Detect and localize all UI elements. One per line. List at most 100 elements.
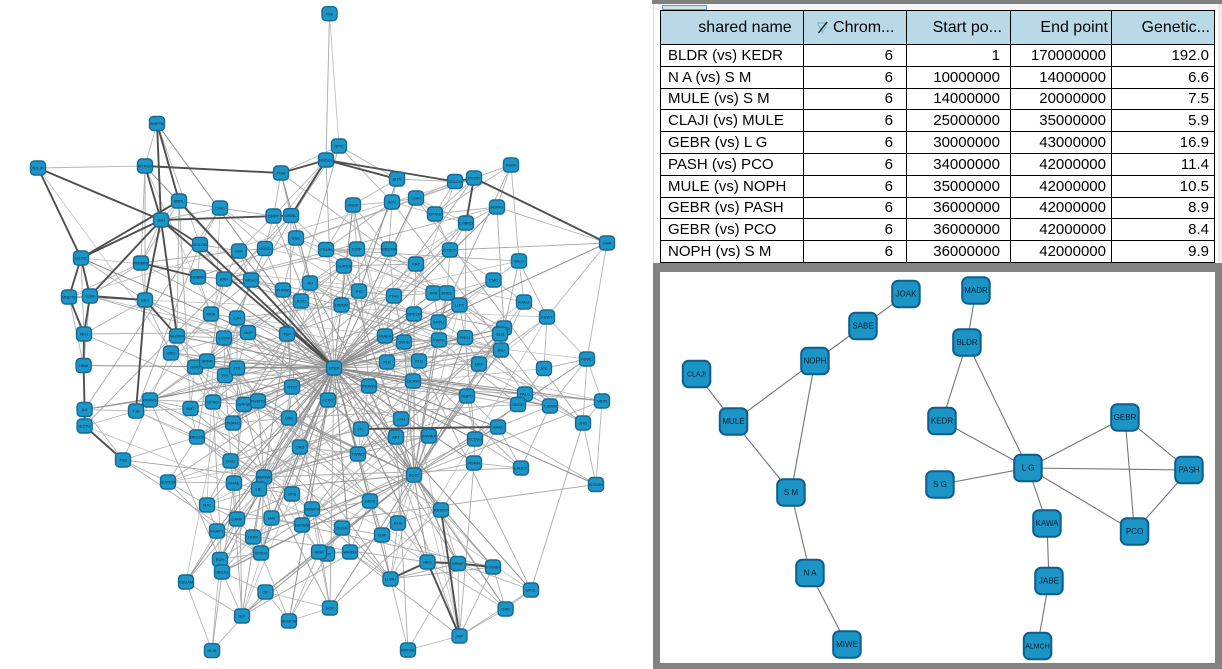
- svg-text:DANF: DANF: [232, 517, 243, 522]
- svg-text:SLWCM: SLWCM: [161, 480, 176, 485]
- svg-text:JMF: JMF: [456, 634, 464, 639]
- svg-text:DUSR: DUSR: [336, 526, 347, 531]
- svg-text:CMI: CMI: [235, 249, 242, 254]
- svg-text:SPESN: SPESN: [407, 312, 421, 317]
- svg-text:ETDCF: ETDCF: [443, 248, 457, 253]
- svg-text:OWJE: OWJE: [398, 340, 410, 345]
- svg-text:SDOD: SDOD: [512, 402, 524, 407]
- svg-text:CTH: CTH: [397, 417, 405, 422]
- svg-text:JNH: JNH: [157, 218, 165, 223]
- svg-text:L G: L G: [1022, 464, 1035, 473]
- svg-text:KPTAE: KPTAE: [429, 212, 442, 217]
- svg-text:SABE: SABE: [852, 322, 873, 331]
- svg-text:LLFC: LLFC: [455, 303, 465, 308]
- svg-text:MTFGF: MTFGF: [138, 164, 152, 169]
- svg-text:EREE: EREE: [442, 291, 453, 296]
- svg-text:LBL: LBL: [255, 487, 263, 492]
- svg-text:GDSD: GDSD: [259, 246, 271, 251]
- svg-text:LMJ: LMJ: [268, 516, 276, 521]
- svg-text:JHC: JHC: [355, 289, 363, 294]
- svg-text:RRMST: RRMST: [434, 508, 449, 513]
- svg-text:ARTU: ARTU: [433, 320, 444, 325]
- svg-text:PASH: PASH: [1178, 466, 1199, 475]
- svg-text:MNDTO: MNDTO: [62, 295, 77, 300]
- svg-text:BAH: BAH: [220, 277, 228, 282]
- svg-text:NHJ: NHJ: [80, 332, 88, 337]
- svg-text:MIWE: MIWE: [836, 640, 858, 649]
- svg-text:NRBNP: NRBNP: [191, 275, 205, 280]
- svg-text:TSE: TSE: [326, 11, 334, 16]
- svg-text:GAB: GAB: [501, 607, 510, 612]
- svg-text:PGWTO: PGWTO: [250, 399, 265, 404]
- svg-text:RSMN: RSMN: [468, 461, 480, 466]
- svg-text:KAWA: KAWA: [1036, 519, 1060, 528]
- svg-text:PGOD: PGOD: [468, 176, 480, 181]
- svg-text:TJKMN: TJKMN: [543, 404, 556, 409]
- svg-text:PHFAA: PHFAA: [276, 288, 289, 293]
- svg-text:FPI: FPI: [222, 373, 228, 378]
- svg-text:NMT: NMT: [186, 406, 195, 411]
- svg-text:BKMCW: BKMCW: [281, 619, 297, 624]
- svg-text:SOGO: SOGO: [255, 551, 267, 556]
- svg-text:NGPO: NGPO: [461, 394, 473, 399]
- svg-text:IECPJ: IECPJ: [79, 424, 90, 429]
- svg-text:DFNG: DFNG: [207, 400, 218, 405]
- svg-text:JPG: JPG: [540, 366, 548, 371]
- svg-text:KEDR: KEDR: [931, 417, 953, 426]
- svg-text:MGHJ: MGHJ: [245, 278, 256, 283]
- svg-text:PWPE: PWPE: [433, 338, 445, 343]
- svg-text:IANF: IANF: [314, 550, 324, 555]
- svg-text:RTOI: RTOI: [287, 385, 296, 390]
- svg-text:GSU: GSU: [226, 459, 235, 464]
- svg-text:TJD: TJD: [132, 409, 139, 414]
- svg-text:JOAK: JOAK: [896, 290, 918, 299]
- svg-text:JAJP: JAJP: [243, 330, 253, 335]
- svg-text:APT: APT: [392, 435, 400, 440]
- svg-text:CLAJI: CLAJI: [687, 372, 706, 379]
- svg-text:WEO: WEO: [514, 259, 524, 264]
- svg-text:GBJS: GBJS: [365, 499, 376, 504]
- svg-text:JIO: JIO: [307, 281, 313, 286]
- svg-text:PALG: PALG: [520, 392, 530, 397]
- svg-text:MSNL: MSNL: [285, 213, 297, 218]
- svg-text:NPIC: NPIC: [334, 144, 344, 149]
- svg-text:PTAG: PTAG: [389, 294, 400, 299]
- svg-text:HLIK: HLIK: [208, 648, 217, 653]
- svg-text:DWWG: DWWG: [143, 398, 157, 403]
- svg-text:OFB: OFB: [288, 492, 297, 497]
- svg-text:NJC: NJC: [203, 503, 211, 508]
- svg-text:KAEU: KAEU: [519, 300, 530, 305]
- svg-text:JABE: JABE: [1039, 577, 1059, 586]
- svg-text:ORD: ORD: [296, 445, 305, 450]
- svg-text:OCRW: OCRW: [407, 379, 420, 384]
- svg-text:CSDAM: CSDAM: [179, 580, 193, 585]
- svg-text:RIBMW: RIBMW: [134, 261, 148, 266]
- svg-text:MKF: MKF: [475, 362, 484, 367]
- svg-text:SNOK: SNOK: [347, 203, 359, 208]
- svg-text:TEP: TEP: [283, 332, 291, 337]
- svg-text:FKAPT: FKAPT: [211, 529, 224, 534]
- svg-text:JTIL: JTIL: [233, 366, 242, 371]
- svg-text:PDM: PDM: [277, 171, 286, 176]
- svg-text:ICNP: ICNP: [352, 247, 362, 252]
- svg-text:GUJCL: GUJCL: [74, 256, 88, 261]
- svg-text:NJLJF: NJLJF: [32, 166, 44, 171]
- svg-text:GNR: GNR: [603, 241, 612, 246]
- svg-text:JWAFC: JWAFC: [226, 421, 240, 426]
- svg-text:N A: N A: [804, 569, 818, 578]
- svg-text:AERIO: AERIO: [491, 205, 503, 210]
- svg-text:BBG: BBG: [423, 560, 431, 565]
- svg-text:HAAC: HAAC: [492, 425, 503, 430]
- svg-text:JDAEA: JDAEA: [379, 334, 392, 339]
- svg-text:GEBR: GEBR: [1114, 413, 1137, 422]
- svg-text:CGKI: CGKI: [411, 196, 421, 201]
- svg-text:WBOMN: WBOMN: [381, 247, 397, 252]
- svg-text:ALMCH: ALMCH: [1025, 644, 1050, 651]
- svg-text:MRDOE: MRDOE: [190, 435, 205, 440]
- svg-text:URO: URO: [167, 351, 176, 356]
- svg-text:KFO: KFO: [415, 359, 423, 364]
- svg-text:MADR: MADR: [964, 286, 988, 295]
- svg-text:SDLCH: SDLCH: [448, 179, 462, 184]
- svg-text:HHOIM: HHOIM: [170, 334, 183, 339]
- svg-text:HOW: HOW: [248, 535, 258, 540]
